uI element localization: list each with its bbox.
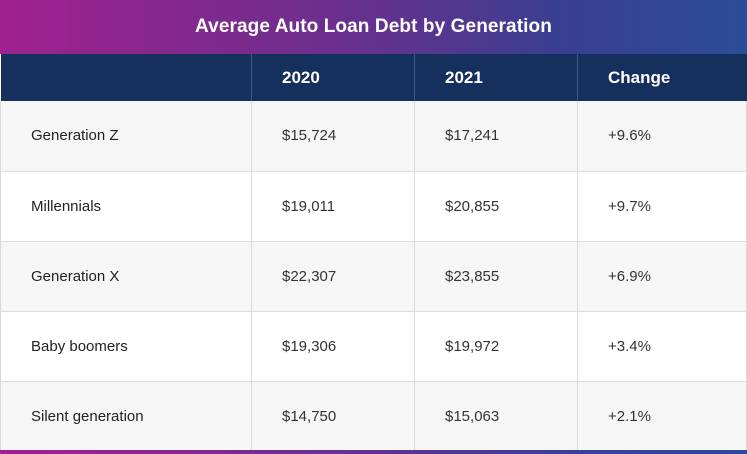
table-row: Millennials $19,011 $20,855 +9.7% (0, 171, 747, 242)
row-label: Generation Z (0, 101, 252, 172)
value-2020: $15,724 (251, 101, 415, 172)
value-change: +9.7% (577, 171, 747, 242)
header-cell-2021: 2021 (414, 54, 578, 101)
value-2021: $15,063 (414, 381, 578, 452)
value-change: +9.6% (577, 101, 747, 172)
header-cell-label (1, 54, 252, 101)
bottom-gradient-bar (0, 450, 747, 454)
value-2020: $19,011 (251, 171, 415, 242)
title-bar: Average Auto Loan Debt by Generation (0, 0, 747, 54)
table-row: Silent generation $14,750 $15,063 +2.1% (0, 381, 747, 452)
value-2020: $19,306 (251, 311, 415, 382)
value-2021: $20,855 (414, 171, 578, 242)
value-change: +6.9% (577, 241, 747, 312)
row-label: Baby boomers (0, 311, 252, 382)
table-title: Average Auto Loan Debt by Generation (195, 16, 552, 37)
value-2021: $17,241 (414, 101, 578, 172)
table-row: Generation Z $15,724 $17,241 +9.6% (0, 101, 747, 172)
header-row: 2020 2021 Change (0, 54, 747, 101)
header-cell-change: Change (577, 54, 747, 101)
data-table: 2020 2021 Change Generation Z $15,724 $1… (0, 54, 747, 452)
table-body: Generation Z $15,724 $17,241 +9.6% Mille… (0, 101, 747, 452)
value-change: +3.4% (577, 311, 747, 382)
row-label: Millennials (0, 171, 252, 242)
value-2021: $19,972 (414, 311, 578, 382)
value-2020: $14,750 (251, 381, 415, 452)
value-2021: $23,855 (414, 241, 578, 312)
header-cell-2020: 2020 (251, 54, 415, 101)
table-row: Generation X $22,307 $23,855 +6.9% (0, 241, 747, 312)
table-row: Baby boomers $19,306 $19,972 +3.4% (0, 311, 747, 382)
row-label: Generation X (0, 241, 252, 312)
value-2020: $22,307 (251, 241, 415, 312)
row-label: Silent generation (0, 381, 252, 452)
value-change: +2.1% (577, 381, 747, 452)
